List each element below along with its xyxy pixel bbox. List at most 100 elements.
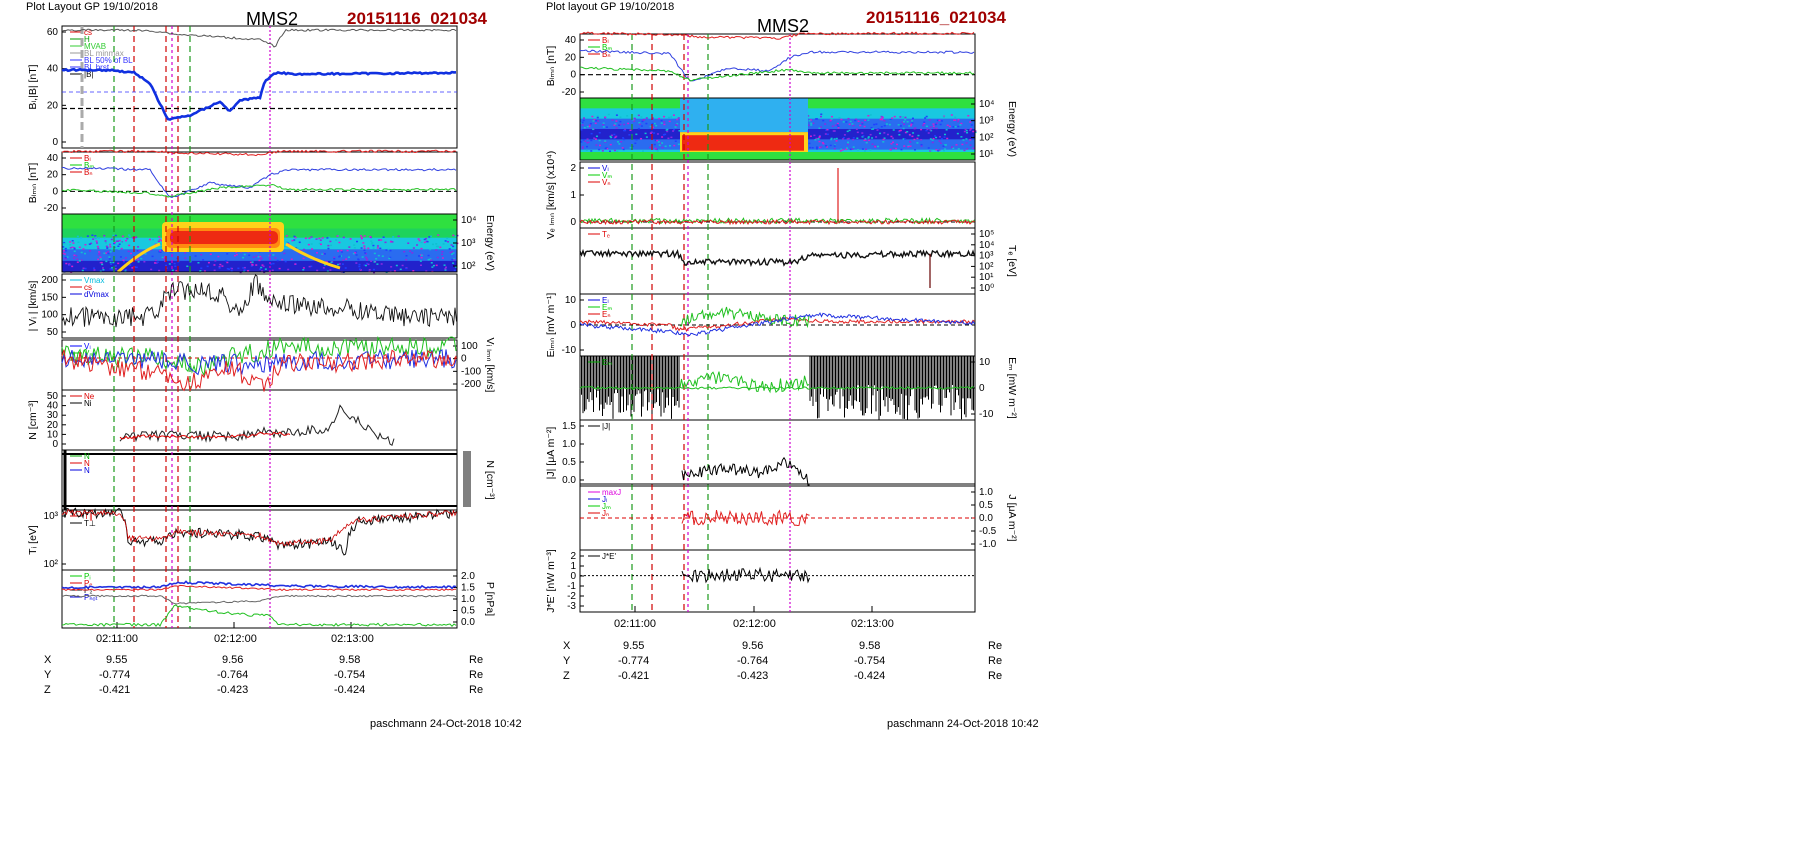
right-ytick-label: 0	[570, 217, 576, 228]
left-legend-label: Pᵢ	[84, 572, 91, 581]
right-spacecraft-title: MMS2	[757, 16, 810, 36]
left-ylabel: Bₗₘₙ [nT]	[27, 163, 39, 204]
right-legend-label: Eₘ	[602, 303, 612, 312]
left-ytick-label: 1.0	[461, 594, 475, 605]
left-ylabel: P [nPa]	[484, 582, 496, 616]
right-ytick-label: -10	[979, 409, 994, 420]
left-legend-label: MVAB	[84, 42, 106, 51]
left-legend-label: cs	[84, 283, 92, 292]
left-ylabel: Tᵢ [eV]	[27, 525, 39, 555]
right-panel-em: 10 0 -10 Eₘ [mW m⁻²] Eₘ	[579, 355, 1018, 421]
right-ylabel: J*E' [nW m⁻³]	[545, 549, 557, 613]
left-ylabel: N [cm⁻³]	[484, 460, 496, 499]
left-ytick-label: 20	[47, 170, 59, 181]
right-ytick-label: 10⁵	[979, 229, 994, 240]
left-bl-trace	[61, 67, 457, 121]
right-je-trace	[681, 566, 810, 584]
right-legend-label: Jₙ	[602, 509, 609, 518]
left-ytick-label: 0	[461, 354, 467, 365]
left-legend-label: T⊥	[84, 519, 96, 528]
left-legend-label: Vmax	[84, 276, 104, 285]
right-panel-frame	[579, 97, 976, 161]
left-p-e	[61, 584, 457, 592]
left-ephem-z-v2: -0.423	[217, 684, 249, 696]
right-ytick-label: 2	[570, 551, 576, 562]
right-ytick-label: 0	[570, 70, 576, 81]
right-ytick-label: 0.0	[562, 475, 576, 486]
right-ylabel: |J| [μA m⁻²]	[545, 427, 557, 480]
left-legend-label: N	[84, 466, 90, 475]
right-legend-label: Vₘ	[602, 171, 612, 180]
right-legend-label: Jₘ	[602, 502, 611, 511]
right-ytick-label: 10²	[979, 132, 994, 143]
right-ylabel: J [μA m⁻²]	[1006, 494, 1018, 541]
right-blmn-bn	[579, 66, 975, 82]
right-em-trace	[579, 386, 974, 390]
left-legend-label: Pₑ	[84, 579, 92, 588]
left-ephem-x-v3: 9.58	[339, 654, 361, 666]
left-ephem-y-v1: -0.774	[99, 669, 131, 681]
left-ytick-label: 10³	[44, 511, 59, 522]
right-time-tick-3: 02:13:00	[851, 618, 894, 630]
right-legend-label: Vₗ	[602, 164, 609, 173]
right-time-tick-1: 02:11:00	[614, 618, 657, 630]
left-p-i	[61, 604, 457, 628]
left-ytick-label: 10³	[461, 238, 476, 249]
left-ytick-label: 0	[52, 137, 58, 148]
right-ytick-label: -3	[567, 601, 576, 612]
right-ytick-label: -1.0	[979, 539, 997, 550]
left-vilmn-vm	[61, 336, 457, 377]
left-legend-label: BL 50% of BL	[84, 56, 133, 65]
left-ephem-y-v3: -0.754	[334, 669, 366, 681]
right-time-tick-2: 02:12:00	[733, 618, 776, 630]
left-panel-frame	[61, 151, 458, 215]
right-ephem-y-v3: -0.754	[854, 655, 886, 667]
right-legend-label: Jₗ	[602, 495, 607, 504]
right-legend-label: Eₘ	[602, 358, 612, 367]
left-ephem-z-unit: Re	[469, 684, 484, 696]
left-ytick-label: 10²	[44, 559, 59, 570]
left-p-b	[61, 594, 457, 605]
right-em-burst	[679, 371, 810, 394]
left-ytick-label: -20	[44, 203, 59, 214]
right-event-id: 20151116_021034	[866, 8, 1006, 27]
right-ytick-label: 0	[979, 383, 985, 394]
right-ytick-label: 2	[570, 163, 576, 174]
right-legend-label: maxJ	[602, 488, 621, 497]
right-ytick-label: 0.5	[979, 500, 993, 511]
left-ephem-x-v2: 9.56	[222, 654, 244, 666]
left-ytick-label: 100	[41, 310, 58, 321]
left-ytick-label: 40	[47, 153, 59, 164]
right-ephem-z-unit: Re	[988, 670, 1003, 682]
left-ytick-label: 50	[47, 391, 59, 402]
right-blmn-bl	[580, 31, 975, 40]
left-legend-label: Bₗ	[84, 154, 91, 163]
right-ephem-x-unit: Re	[988, 640, 1003, 652]
right-panel-frame	[579, 419, 976, 487]
left-ytick-label: 0	[52, 186, 58, 197]
left-ytick-label: 30	[47, 410, 59, 421]
right-ytick-label: 0	[570, 571, 576, 582]
left-layout-label: Plot Layout GP 19/10/2018	[26, 1, 158, 13]
left-spec-band	[62, 260, 457, 273]
right-ephem-y-unit: Re	[988, 655, 1003, 667]
left-time-tick-3: 02:13:00	[331, 633, 374, 645]
right-ytick-label: 10¹	[979, 272, 994, 283]
left-ephem-y-unit: Re	[469, 669, 484, 681]
left-n-ni	[119, 404, 395, 447]
right-ytick-label: 1	[570, 561, 576, 572]
left-panel-frame	[61, 569, 458, 629]
left-legend-label: P₂	[84, 586, 92, 595]
left-ephem-z-v1: -0.421	[99, 684, 131, 696]
right-te-trace	[579, 248, 976, 268]
right-ytick-label: 1.0	[979, 487, 993, 498]
right-ytick-label: 10⁰	[979, 283, 994, 294]
left-ytick-label: 60	[47, 27, 59, 38]
right-panel-frame	[579, 161, 976, 229]
right-panel-frame	[579, 549, 976, 613]
